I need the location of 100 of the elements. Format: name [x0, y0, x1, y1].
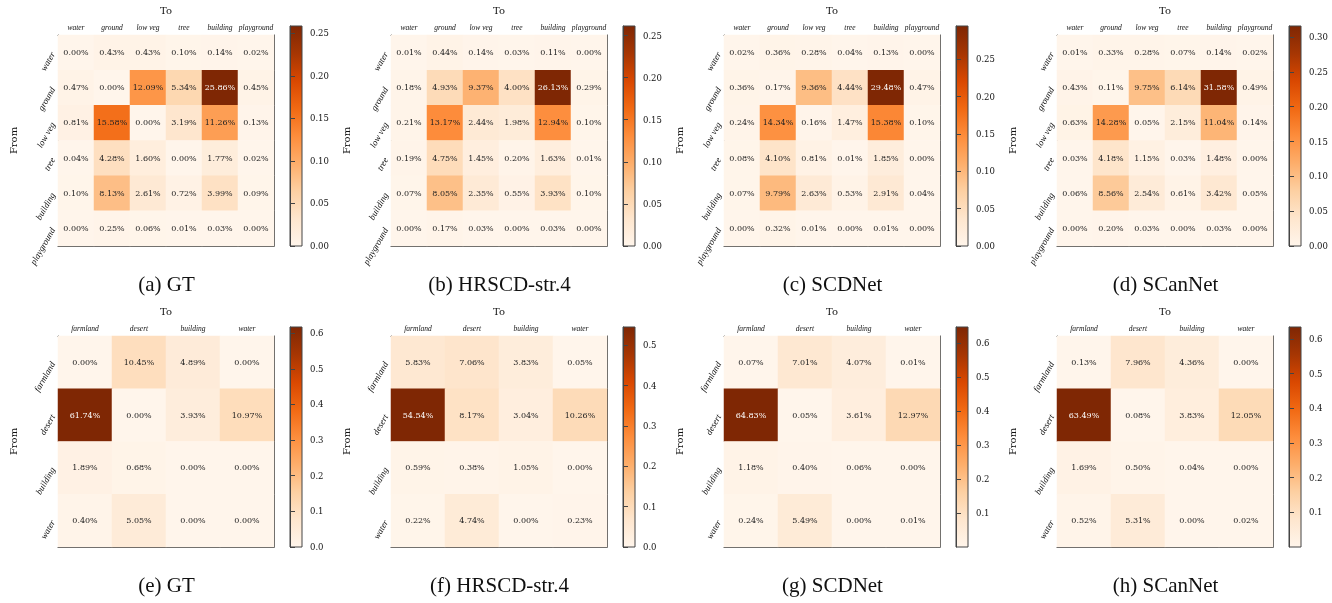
data-label: 12.94% [537, 118, 569, 128]
data-label: 4.44% [837, 83, 864, 93]
data-label: 0.03% [207, 223, 234, 233]
data-label: 0.00% [576, 223, 603, 233]
data-label: 0.13% [1071, 357, 1098, 367]
data-label: 3.42% [1206, 188, 1233, 198]
data-label: 0.23% [567, 516, 594, 526]
y-tick-label: tree [374, 155, 391, 173]
x-axis-title: To [826, 305, 838, 317]
data-label: 9.36% [801, 83, 828, 93]
data-label: 2.63% [801, 188, 828, 198]
data-label: 0.28% [801, 48, 828, 58]
data-label: 0.02% [243, 48, 270, 58]
data-label: 0.20% [504, 153, 531, 163]
text: (g) SCDNet [782, 572, 884, 597]
data-label: 7.01% [792, 357, 819, 367]
data-label: 0.06% [1062, 188, 1089, 198]
color-bar-label: 0.5 [976, 372, 990, 383]
data-label: 1.89% [72, 463, 99, 473]
data-label: 0.01% [837, 153, 864, 163]
x-axis-title: To [1159, 4, 1171, 16]
data-label: 3.93% [180, 410, 207, 420]
data-label: 0.10% [171, 48, 198, 58]
data-label: 0.00% [909, 48, 936, 58]
color-bar-label: 0.25 [1309, 66, 1328, 77]
data-label: 0.00% [234, 463, 261, 473]
data-label: 1.15% [1134, 153, 1161, 163]
data-label: 0.45% [243, 83, 270, 93]
data-label: 6.14% [1170, 83, 1197, 93]
y-axis-title: From [340, 427, 352, 456]
data-label: 0.01% [801, 223, 828, 233]
data-label: 0.72% [171, 188, 198, 198]
data-label: 4.93% [432, 83, 459, 93]
data-label: 0.29% [576, 83, 603, 93]
data-label: 0.04% [837, 48, 864, 58]
data-label: 0.11% [1098, 83, 1125, 93]
data-label: 0.02% [1242, 48, 1269, 58]
data-label: 0.14% [468, 48, 495, 58]
data-label: 0.16% [801, 118, 828, 128]
data-label: 1.63% [540, 153, 567, 163]
data-label: 0.06% [846, 463, 873, 473]
color-bar-label: 0.20 [976, 91, 995, 102]
y-axis-title: From [7, 126, 19, 155]
data-label: 0.25% [99, 223, 126, 233]
data-label: 0.00% [729, 223, 756, 233]
data-label: 10.26% [564, 410, 596, 420]
color-bar-label: 0.6 [1309, 334, 1323, 345]
x-axis-title: To [493, 4, 505, 16]
data-label: 4.18% [1098, 153, 1125, 163]
data-label: 0.07% [396, 188, 423, 198]
data-label: 0.05% [1242, 188, 1269, 198]
data-label: 0.00% [396, 223, 423, 233]
data-label: 0.36% [765, 48, 792, 58]
data-label: 0.00% [234, 357, 261, 367]
color-bar-label: 0.25 [976, 54, 995, 65]
data-label: 0.19% [396, 153, 423, 163]
data-label: 0.06% [135, 223, 162, 233]
data-label: 3.99% [207, 188, 234, 198]
data-label: 0.00% [72, 357, 99, 367]
data-label: 14.34% [762, 118, 794, 128]
y-tick-label: tree [1040, 155, 1057, 173]
data-label: 2.91% [873, 188, 900, 198]
data-label: 0.00% [63, 48, 90, 58]
color-bar-label: 0.00 [1309, 241, 1328, 251]
color-bar-label: 0.20 [1309, 101, 1328, 112]
data-label: 0.50% [1125, 463, 1152, 473]
data-label: 10.97% [231, 410, 263, 420]
color-bar-label: 0.05 [310, 198, 329, 209]
data-label: 0.00% [1242, 153, 1269, 163]
color-bar-label: 0.10 [643, 156, 662, 167]
data-label: 0.03% [1062, 153, 1089, 163]
data-label: 0.40% [792, 463, 819, 473]
data-label: 61.74% [69, 410, 101, 420]
data-label: 0.00% [567, 463, 594, 473]
data-label: 0.01% [1062, 48, 1089, 58]
color-bar-label: 0.6 [310, 328, 324, 339]
text: (d) SCanNet [1112, 271, 1219, 296]
data-label: 0.05% [567, 357, 594, 367]
color-bar-label: 0.10 [1309, 171, 1328, 182]
data-label: 1.98% [504, 118, 531, 128]
data-label: 1.05% [513, 463, 540, 473]
data-label: 1.69% [1071, 463, 1098, 473]
data-label: 0.33% [1098, 48, 1125, 58]
data-label: 0.00% [171, 153, 198, 163]
data-label: 63.49% [1068, 410, 1100, 420]
data-label: 0.08% [729, 153, 756, 163]
color-bar-label: 0.3 [1309, 438, 1323, 449]
data-label: 0.52% [1071, 516, 1098, 526]
data-label: 0.10% [909, 118, 936, 128]
data-label: 0.21% [396, 118, 423, 128]
data-label: 4.10% [765, 153, 792, 163]
data-label: 7.06% [459, 357, 486, 367]
color-bar-label: 0.30 [1309, 32, 1328, 43]
data-label: 3.61% [846, 410, 873, 420]
data-label: 0.00% [909, 153, 936, 163]
y-tick-label: low veg [34, 119, 58, 150]
data-label: 1.48% [1206, 153, 1233, 163]
data-label: 0.08% [1125, 410, 1152, 420]
data-label: 0.09% [243, 188, 270, 198]
data-label: 0.20% [1098, 223, 1125, 233]
